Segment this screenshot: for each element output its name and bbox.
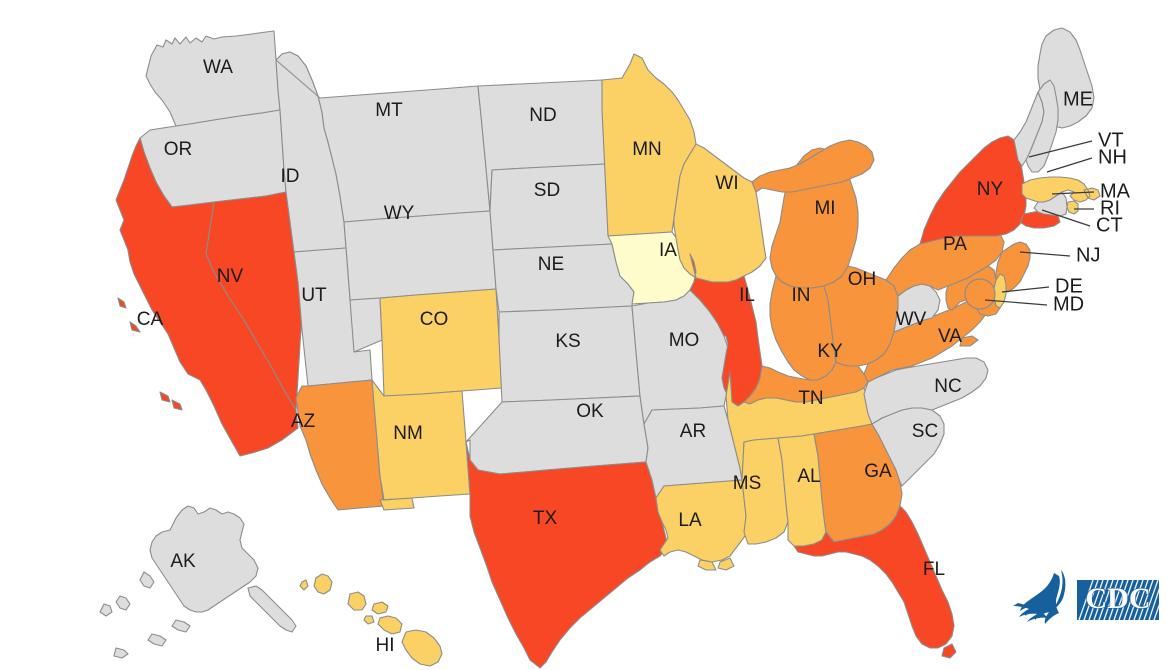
state-HI-2[interactable] [299,579,309,591]
state-HI-5[interactable] [377,615,403,635]
state-HI[interactable] [313,573,333,595]
leader-line-NJ [1019,251,1071,257]
state-MA[interactable] [1021,176,1101,203]
state-HI-3[interactable] [347,591,367,611]
callout-label-MA: MA [1100,180,1131,202]
callout-label-NH: NH [1098,146,1127,168]
state-HI-7[interactable] [401,629,443,667]
hhs-eagle-icon [1013,570,1066,624]
cdc-wordmark-label: CDC [1086,582,1151,615]
state-FL[interactable] [793,505,957,659]
state-WA[interactable] [145,30,281,127]
state-AK[interactable] [99,505,297,659]
state-AZ[interactable] [295,379,385,511]
state-HI-6[interactable] [363,615,375,625]
leader-line-MA [1051,191,1095,195]
leader-line-NH [1046,157,1093,173]
leader-line-DE [1001,286,1050,293]
cdc-logo: CDC [1009,568,1161,632]
callout-label-ME: ME [1063,88,1093,110]
state-CO[interactable] [379,288,503,397]
state-NC[interactable] [863,357,989,425]
callout-label-DE: DE [1055,275,1083,297]
callout-label-RI: RI [1100,197,1120,219]
state-CA[interactable] [115,137,299,457]
state-MT[interactable] [275,51,491,223]
callout-label-MD: MD [1053,293,1084,315]
callout-label-NJ: NJ [1076,244,1100,266]
cdc-wordmark: CDC [1077,579,1161,621]
leader-line-VT [1028,140,1093,158]
states-layer [99,27,1101,669]
dc-marker[interactable] [964,278,996,310]
state-NE[interactable] [492,243,635,313]
state-VA[interactable] [863,297,989,383]
state-NV[interactable] [205,191,303,411]
leader-line-CT [1041,209,1091,227]
callout-label-VT: VT [1098,129,1124,151]
state-NY[interactable] [919,135,1027,245]
callout-leader-lines [984,140,1095,306]
leader-line-MD [984,299,1048,306]
state-RI[interactable] [1066,200,1079,215]
state-TX[interactable] [465,441,669,669]
state-MI-up[interactable] [751,139,875,193]
state-MS[interactable] [741,437,789,545]
callout-label-CT: CT [1096,214,1123,236]
cdc-logo-svg: CDC [1013,570,1161,624]
state-WY[interactable] [343,210,497,301]
state-WI[interactable] [673,143,767,283]
state-NH[interactable] [1025,79,1059,173]
state-LA[interactable] [655,479,749,571]
state-NM[interactable] [371,379,471,511]
state-KS[interactable] [498,305,641,403]
state-SD[interactable] [489,163,613,251]
state-HI-4[interactable] [371,601,389,615]
state-OK[interactable] [465,395,649,475]
state-label-HI: HI [376,635,395,656]
